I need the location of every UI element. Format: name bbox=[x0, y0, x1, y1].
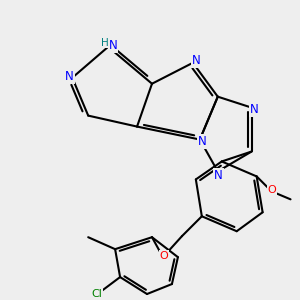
Text: Cl: Cl bbox=[91, 289, 102, 299]
Text: N: N bbox=[65, 70, 74, 83]
Text: N: N bbox=[192, 55, 201, 68]
Text: O: O bbox=[268, 185, 276, 195]
Text: H: H bbox=[101, 38, 109, 48]
Text: N: N bbox=[198, 135, 207, 148]
Text: O: O bbox=[160, 251, 168, 261]
Text: N: N bbox=[250, 103, 259, 116]
Text: N: N bbox=[109, 39, 117, 52]
Text: N: N bbox=[214, 169, 223, 182]
